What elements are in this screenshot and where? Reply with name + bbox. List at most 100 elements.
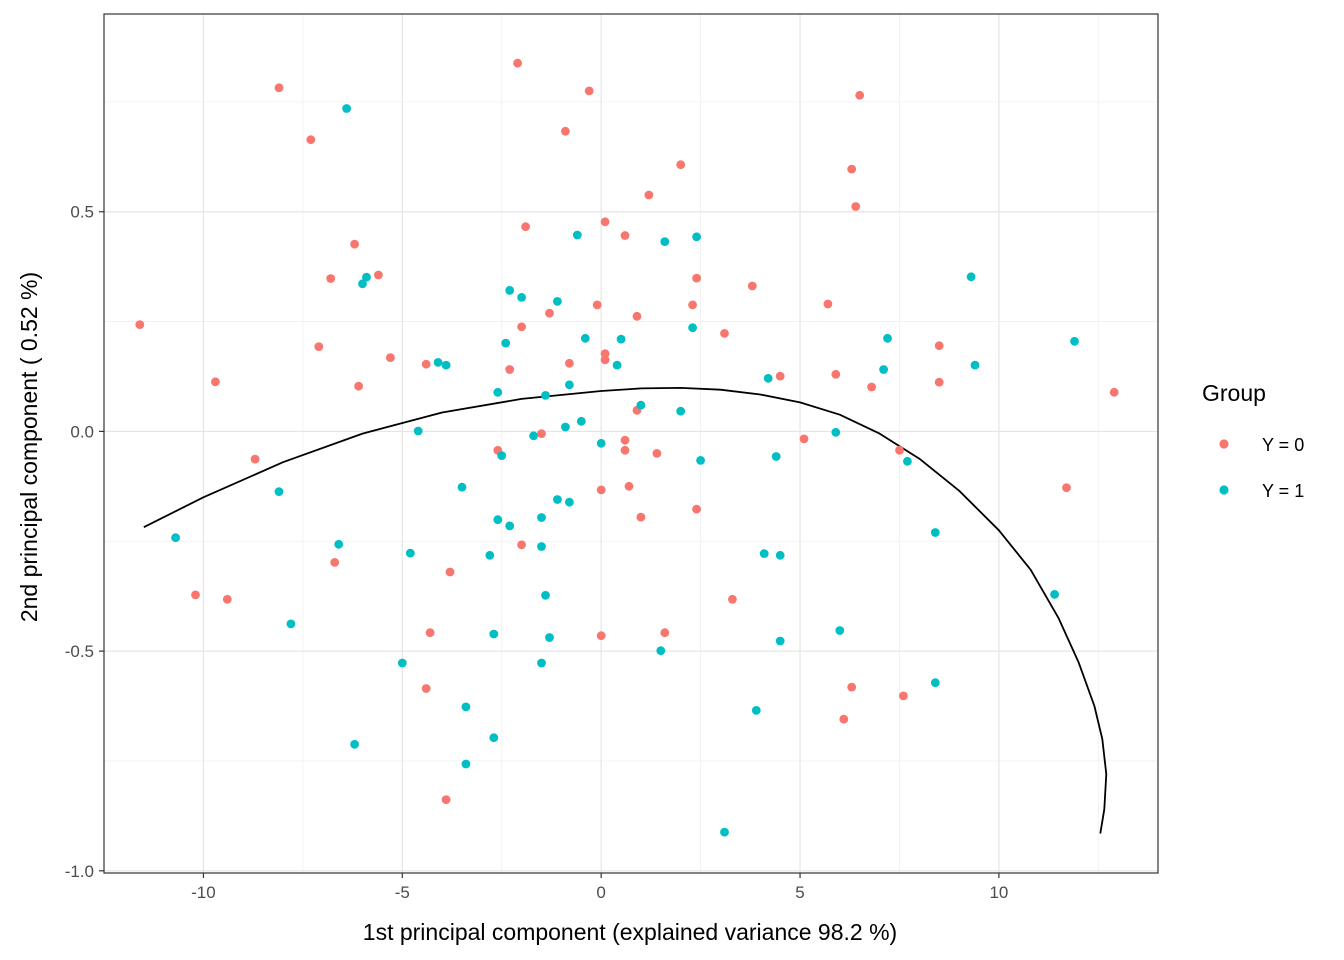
data-point-y1	[763, 373, 773, 383]
legend-title: Group	[1202, 380, 1266, 406]
data-point-y1	[616, 334, 626, 344]
data-point-y1	[358, 279, 367, 289]
data-point-y1	[350, 739, 359, 749]
data-point-y1	[580, 333, 590, 343]
data-point-y1	[576, 416, 586, 426]
data-point-y0	[600, 349, 610, 358]
principal-curve-layer	[143, 387, 1108, 834]
data-point-y0	[274, 83, 284, 93]
data-point-y1	[596, 438, 606, 448]
data-point-y0	[692, 504, 701, 514]
data-point-y1	[553, 297, 562, 306]
data-point-y0	[720, 329, 729, 338]
data-point-y1	[497, 451, 507, 460]
data-point-y0	[596, 485, 606, 495]
data-point-y1	[286, 619, 296, 629]
data-point-y1	[541, 391, 550, 400]
data-point-y0	[692, 273, 701, 283]
data-point-y1	[505, 286, 515, 295]
data-point-y1	[171, 533, 181, 543]
y-tick-label: 0.5	[70, 203, 94, 222]
data-point-y0	[688, 300, 697, 310]
data-point-y0	[445, 567, 455, 577]
points-layer	[135, 58, 1119, 837]
data-point-y0	[374, 270, 383, 280]
panel-border	[103, 13, 1159, 874]
data-point-y0	[847, 682, 857, 692]
data-point-y1	[692, 232, 701, 242]
x-tick-label: -10	[191, 883, 216, 902]
data-point-y1	[903, 456, 912, 466]
data-point-y0	[620, 445, 630, 455]
data-point-y1	[771, 452, 781, 461]
data-point-y1	[362, 272, 371, 282]
data-point-y1	[612, 360, 622, 370]
data-point-y0	[799, 434, 809, 444]
data-point-y1	[489, 733, 499, 743]
data-point-y0	[250, 454, 260, 464]
data-point-y0	[620, 435, 630, 445]
data-point-y0	[386, 353, 395, 362]
data-point-y0	[517, 322, 526, 332]
data-point-y1	[970, 360, 980, 370]
data-point-y0	[211, 377, 220, 387]
data-point-y0	[934, 341, 944, 351]
data-point-y1	[413, 426, 423, 436]
y-axis-title: 2nd principal component ( 0.52 %)	[16, 272, 42, 622]
data-point-y1	[1050, 590, 1059, 599]
data-point-y0	[314, 342, 324, 351]
data-point-y0	[747, 281, 757, 291]
data-point-y1	[660, 237, 670, 247]
data-point-y1	[696, 456, 705, 465]
data-point-y1	[553, 495, 562, 504]
data-point-y1	[274, 487, 284, 496]
data-point-y1	[334, 539, 344, 549]
data-point-y0	[847, 164, 857, 174]
x-tick-label: 5	[795, 883, 804, 902]
data-point-y0	[855, 90, 865, 100]
data-point-y1	[405, 548, 415, 558]
data-point-y0	[592, 300, 602, 310]
y-tick-label: 0.0	[70, 422, 94, 441]
data-point-y0	[537, 429, 546, 438]
data-point-y0	[839, 714, 849, 724]
y-tick-label: -0.5	[65, 642, 94, 661]
data-point-y1	[529, 431, 538, 441]
legend: Group Y = 0 Y = 1	[1202, 380, 1304, 501]
data-point-y1	[505, 521, 515, 531]
data-point-y1	[775, 636, 785, 646]
legend-key-y0	[1219, 439, 1229, 449]
data-point-y0	[513, 58, 522, 68]
data-point-y1	[517, 293, 526, 302]
data-point-y0	[644, 190, 654, 200]
data-point-y1	[930, 678, 940, 688]
data-point-y0	[326, 274, 336, 283]
data-point-y0	[421, 359, 431, 369]
legend-label-y1: Y = 1	[1262, 481, 1304, 501]
y-axis-ticks: -1.0 -0.5 0.0 0.5	[65, 203, 104, 881]
data-point-y0	[545, 308, 554, 318]
data-point-y1	[572, 230, 582, 240]
data-point-y1	[457, 482, 467, 492]
data-point-y1	[751, 706, 761, 715]
data-point-y0	[728, 594, 737, 604]
x-axis-title: 1st principal component (explained varia…	[363, 919, 897, 945]
data-point-y1	[545, 633, 554, 642]
data-point-y1	[831, 427, 841, 437]
principal-curve-line	[143, 387, 1108, 834]
x-tick-label: -5	[395, 883, 410, 902]
data-point-y0	[421, 684, 431, 693]
data-point-y1	[883, 333, 892, 343]
legend-label-y0: Y = 0	[1262, 435, 1304, 455]
data-point-y0	[652, 449, 662, 458]
data-point-y0	[354, 381, 363, 391]
minor-grid	[103, 14, 1158, 873]
data-point-y0	[632, 311, 642, 321]
data-point-y1	[397, 658, 407, 668]
data-point-y0	[505, 365, 515, 374]
data-point-y0	[600, 217, 610, 227]
data-point-y0	[425, 628, 435, 638]
data-point-y1	[541, 590, 550, 600]
data-point-y0	[521, 222, 530, 232]
